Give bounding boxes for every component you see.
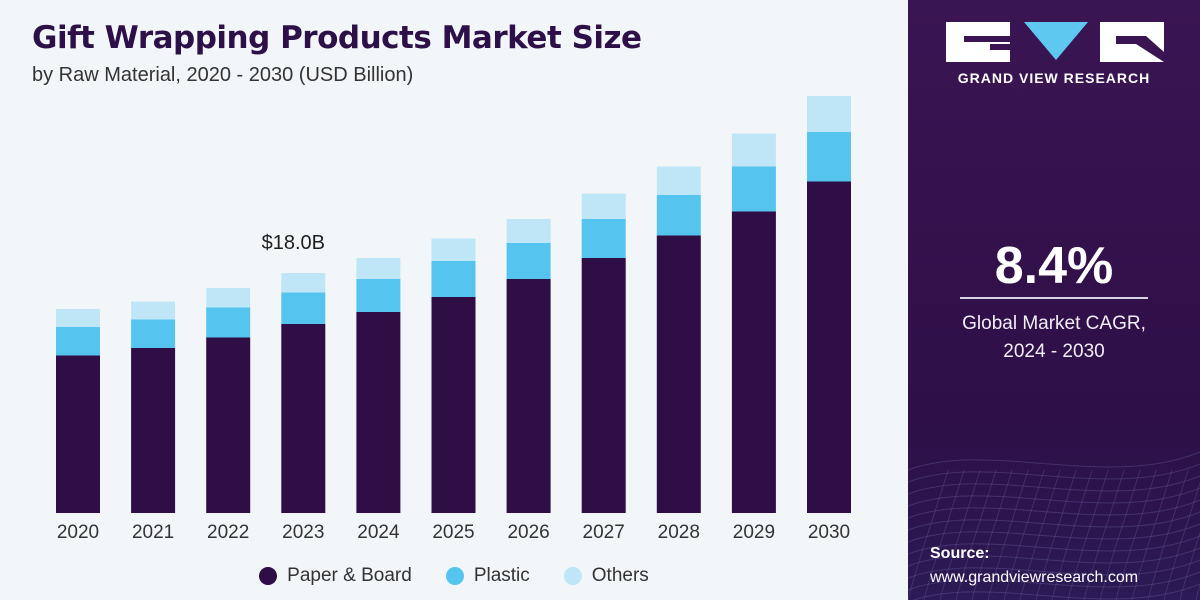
bar-plastic-2023: [281, 292, 326, 324]
x-tick-label-2026: 2026: [507, 522, 549, 543]
bar-paper-board-2021: [131, 348, 176, 513]
x-tick-label-2028: 2028: [658, 522, 700, 543]
bar-others-2030: [807, 96, 851, 132]
bar-plastic-2024: [356, 279, 401, 312]
x-tick-label-2029: 2029: [733, 522, 775, 543]
bar-paper-board-2030: [807, 181, 851, 513]
bar-paper-board-2027: [581, 258, 626, 513]
bar-others-2026: [506, 219, 551, 243]
bar-others-2022: [206, 288, 251, 308]
chart-panel: Gift Wrapping Products Market Size by Ra…: [0, 20, 908, 590]
x-tick-label-2024: 2024: [357, 522, 400, 543]
x-tick-label-2022: 2022: [207, 522, 249, 543]
gvr-logo-icon: [946, 22, 1164, 62]
cagr-label-line1: Global Market CAGR,: [962, 313, 1146, 334]
x-tick-label-2023: 2023: [282, 522, 324, 543]
cagr-label-line2: 2024 - 2030: [1003, 341, 1105, 362]
bar-paper-board-2026: [506, 279, 551, 513]
cagr-label: Global Market CAGR, 2024 - 2030: [908, 310, 1200, 366]
bar-plastic-2020: [56, 327, 100, 356]
bar-paper-board-2029: [731, 211, 776, 513]
source-title: Source:: [930, 545, 990, 562]
legend-label-paper-board: Paper & Board: [287, 565, 412, 586]
data-label-2023: $18.0B: [262, 232, 325, 254]
legend-item-paper-board: Paper & Board: [259, 565, 412, 587]
bar-chart: 2020 2021 2022 2023 $18.0B 2024 2025 2026 2027 20…: [56, 96, 851, 543]
bar-plastic-2026: [506, 243, 551, 279]
legend-label-others: Others: [591, 565, 649, 586]
x-tick-label-2020: 2020: [57, 522, 99, 543]
bar-plastic-2027: [581, 219, 626, 258]
bar-plastic-2022: [206, 307, 251, 338]
cagr-value: 8.4%: [994, 237, 1114, 295]
brand-name: GRAND VIEW RESEARCH: [957, 70, 1151, 86]
chart-subtitle: by Raw Material, 2020 - 2030 (USD Billio…: [32, 64, 414, 86]
chart-title: Gift Wrapping Products Market Size: [32, 20, 642, 56]
legend-label-plastic: Plastic: [473, 565, 530, 586]
side-panel: GRAND VIEW RESEARCH 8.4% Global Market C…: [908, 0, 1200, 600]
bar-plastic-2030: [807, 132, 851, 182]
bar-plastic-2025: [431, 261, 476, 297]
x-tick-label-2030: 2030: [808, 522, 850, 543]
bar-paper-board-2025: [431, 297, 476, 513]
bar-plastic-2028: [656, 195, 701, 236]
bar-paper-board-2028: [656, 235, 701, 513]
x-tick-label-2025: 2025: [432, 522, 474, 543]
x-tick-label-2027: 2027: [583, 522, 625, 543]
bar-others-2020: [56, 309, 100, 327]
bar-paper-board-2022: [206, 337, 251, 513]
bar-others-2029: [731, 133, 776, 167]
x-tick-label-2021: 2021: [132, 522, 174, 543]
bar-others-2024: [356, 258, 401, 279]
legend-item-others: Others: [563, 565, 649, 587]
decorative-wave-grid: [908, 451, 1200, 600]
legend-item-plastic: Plastic: [445, 565, 530, 587]
legend-swatch-plastic: [445, 567, 464, 585]
bar-others-2025: [431, 238, 476, 261]
bar-others-2023: [281, 273, 326, 293]
bar-paper-board-2020: [56, 355, 100, 513]
bar-others-2021: [131, 301, 176, 320]
bar-others-2028: [656, 166, 701, 195]
cagr-divider: [960, 297, 1148, 299]
bar-plastic-2021: [131, 319, 176, 348]
legend: Paper & Board Plastic Others: [0, 562, 908, 590]
bar-paper-board-2023: [281, 324, 326, 513]
source-url[interactable]: www.grandviewresearch.com: [930, 569, 1139, 586]
legend-swatch-paper-board: [259, 567, 278, 585]
bar-others-2027: [581, 193, 626, 219]
bar-plastic-2029: [731, 166, 776, 212]
legend-swatch-others: [563, 567, 582, 585]
bar-paper-board-2024: [356, 312, 401, 513]
